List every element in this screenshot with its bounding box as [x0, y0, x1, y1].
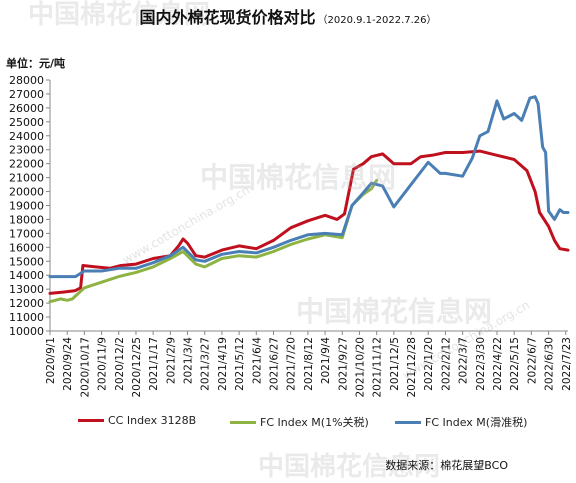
x-tick-label: 2022/5/15 — [509, 337, 521, 391]
x-tick-label: 2022/3/30 — [475, 337, 487, 391]
x-tick-label: 2021/3/4 — [183, 337, 195, 384]
x-tick-label: 2021/4/19 — [217, 337, 229, 391]
y-tick-label: 20000 — [9, 186, 44, 199]
legend-item-cc-index: CC Index 3128B — [78, 414, 196, 427]
series-line-3 — [48, 95, 570, 279]
chart-title-main: 国内外棉花现货价格对比 — [139, 8, 316, 27]
x-tick-label: 2020/11/9 — [97, 337, 109, 391]
x-tick-label: 2021/11/12 — [372, 337, 384, 398]
series-line-1 — [48, 149, 570, 295]
x-tick-label: 2022/6/7 — [526, 337, 538, 384]
legend-item-fc-index-tariff: FC Index M(1%关税) — [230, 414, 369, 430]
y-tick-label: 27000 — [9, 88, 44, 101]
y-tick-label: 11000 — [9, 311, 44, 324]
x-tick-label: 2020/12/25 — [131, 337, 143, 398]
legend-swatch — [230, 420, 256, 424]
y-tick-label: 21000 — [9, 172, 44, 185]
x-tick-label: 2021/2/9 — [165, 337, 177, 384]
x-tick-label: 2021/12/5 — [389, 337, 401, 391]
legend-label: FC Index M(滑准税) — [425, 416, 528, 429]
x-tick-label: 2021/6/4 — [251, 337, 263, 384]
y-tick-label: 24000 — [9, 130, 44, 143]
x-tick-label: 2021/6/27 — [268, 337, 280, 391]
x-tick-label: 2022/4/22 — [492, 337, 504, 391]
x-tick-label: 2021/9/4 — [320, 337, 332, 384]
y-tick-label: 22000 — [9, 158, 44, 171]
legend-swatch — [395, 420, 421, 424]
y-tick-label: 18000 — [9, 213, 44, 226]
x-tick-label: 2022/6/30 — [544, 337, 556, 391]
chart-title: 国内外棉花现货价格对比 （2020.9.1-2022.7.26） — [0, 4, 576, 28]
y-tick-label: 17000 — [9, 227, 44, 240]
x-tick-label: 2022/2/12 — [440, 337, 452, 391]
x-tick-label: 2022/7/23 — [561, 337, 573, 391]
y-tick-label: 28000 — [9, 74, 44, 87]
x-tick-label: 2020/9/24 — [62, 337, 74, 391]
y-tick-label: 10000 — [9, 325, 44, 338]
y-tick-label: 19000 — [9, 200, 44, 213]
x-tick-label: 2021/3/27 — [200, 337, 212, 391]
legend-swatch — [78, 419, 104, 422]
y-tick-label: 14000 — [9, 269, 44, 282]
y-tick-label: 15000 — [9, 255, 44, 268]
y-tick-label: 25000 — [9, 116, 44, 129]
legend-label: CC Index 3128B — [108, 414, 197, 427]
x-tick-label: 2021/1/17 — [148, 337, 160, 391]
data-source-note: 数据来源：棉花展望BCO — [385, 459, 508, 472]
x-tick-label: 2021/10/20 — [354, 337, 366, 398]
x-tick-label: 2020/12/2 — [114, 337, 126, 391]
legend-item-fc-index-sliding: FC Index M(滑准税) — [395, 414, 527, 430]
y-tick-label: 16000 — [9, 241, 44, 254]
chart-subtitle: （2020.9.1-2022.7.26） — [317, 15, 437, 26]
legend-label: FC Index M(1%关税) — [260, 416, 369, 429]
x-tick-label: 2022/1/20 — [423, 337, 435, 391]
x-tick-label: 2022/3/7 — [458, 337, 470, 384]
x-tick-label: 2021/5/12 — [234, 337, 246, 391]
x-tick-label: 2020/9/1 — [45, 337, 57, 384]
x-tick-label: 2021/9/27 — [337, 337, 349, 391]
y-tick-label: 26000 — [9, 102, 44, 115]
x-tick-label: 2020/10/17 — [79, 337, 91, 398]
x-tick-label: 2021/7/20 — [286, 337, 298, 391]
y-axis-unit-label: 单位：元/吨 — [6, 57, 66, 70]
y-tick-label: 23000 — [9, 144, 44, 157]
y-tick-label: 12000 — [9, 297, 44, 310]
series-line-2 — [48, 178, 379, 304]
y-tick-label: 13000 — [9, 283, 44, 296]
x-tick-label: 2021/8/12 — [303, 337, 315, 391]
x-tick-label: 2021/12/28 — [406, 337, 418, 398]
